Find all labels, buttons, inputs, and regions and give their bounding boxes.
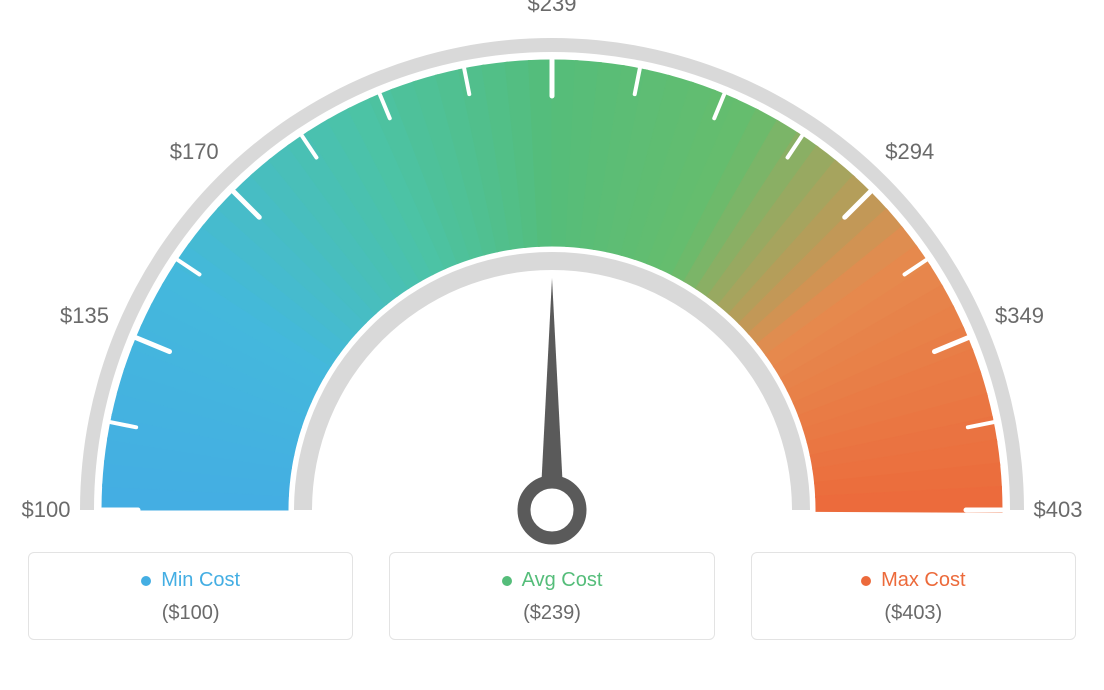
legend-avg-top: Avg Cost — [390, 569, 713, 592]
gauge-tick-label: $100 — [22, 497, 71, 523]
gauge-svg — [0, 0, 1104, 560]
legend-max-value: ($403) — [752, 602, 1075, 625]
gauge-tick-label: $349 — [995, 303, 1044, 329]
gauge-tick-label: $135 — [60, 303, 109, 329]
legend-card-max: Max Cost ($403) — [751, 552, 1076, 640]
legend-row: Min Cost ($100) Avg Cost ($239) Max Cost… — [0, 552, 1104, 640]
legend-max-top: Max Cost — [752, 569, 1075, 592]
legend-card-avg: Avg Cost ($239) — [389, 552, 714, 640]
gauge-tick-label: $294 — [885, 139, 934, 165]
gauge-tick-label: $403 — [1034, 497, 1083, 523]
legend-min-top: Min Cost — [29, 569, 352, 592]
legend-max-label: Max Cost — [881, 569, 965, 592]
legend-min-value: ($100) — [29, 602, 352, 625]
legend-dot-min — [141, 576, 151, 586]
legend-min-label: Min Cost — [161, 569, 240, 592]
gauge-tick-label: $170 — [170, 139, 219, 165]
gauge-tick-label: $239 — [528, 0, 577, 17]
legend-dot-avg — [502, 576, 512, 586]
legend-dot-max — [861, 576, 871, 586]
legend-avg-value: ($239) — [390, 602, 713, 625]
gauge-chart: $100 $135 $170 $239 $294 $349 $403 — [0, 0, 1104, 560]
legend-card-min: Min Cost ($100) — [28, 552, 353, 640]
legend-avg-label: Avg Cost — [522, 569, 603, 592]
